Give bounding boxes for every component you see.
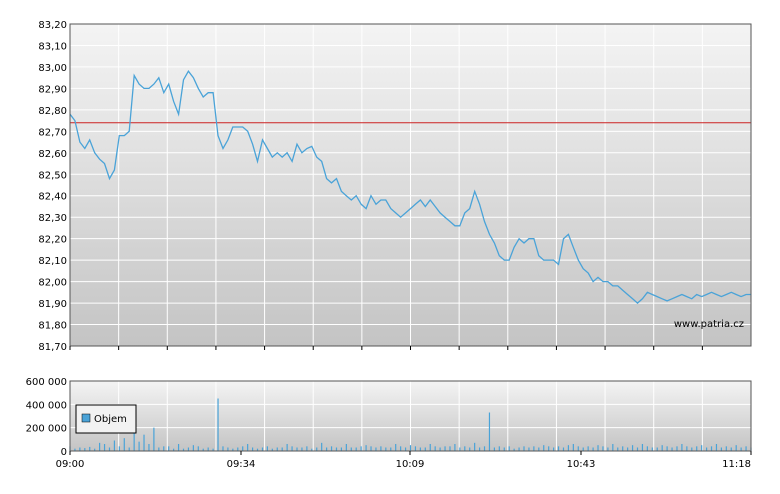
price-y-tick-label: 83,10 [38,41,67,52]
price-y-tick-label: 82,90 [38,84,67,95]
volume-legend: Objem [75,404,137,434]
volume-y-tick-label: 0 [61,447,67,458]
price-y-tick-label: 81,80 [38,321,67,332]
x-tick-label: 10:09 [396,459,425,470]
price-y-tick-label: 81,70 [38,342,67,353]
price-y-ticks: 83,20 83,10 83,00 82,90 82,80 82,70 82,60 82,50… [38,20,67,353]
volume-y-tick-label: 400 000 [26,400,67,411]
price-grid [69,23,751,347]
price-line [69,70,751,304]
watermark: www.patria.cz [674,319,744,330]
price-y-tick-label: 82,20 [38,235,67,246]
x-tick-label: 09:34 [227,459,256,470]
price-y-tick-label: 82,60 [38,149,67,160]
x-tick-label: 10:43 [567,459,596,470]
price-y-tick-label: 82,80 [38,106,67,117]
volume-y-tick-label: 200 000 [26,424,67,435]
x-tick-label: 09:00 [56,459,85,470]
volume-y-tick-label: 600 000 [26,377,67,388]
price-y-tick-label: 81,90 [38,299,67,310]
price-y-tick-label: 82,70 [38,127,67,138]
price-y-tick-label: 83,20 [38,20,67,31]
price-x-ticks [69,346,703,350]
price-y-tick-label: 82,50 [38,170,67,181]
price-y-tick-label: 82,00 [38,278,67,289]
volume-x-ticks: 09:00 09:34 10:09 10:43 11:18 [56,451,752,470]
legend-label: Objem [94,414,127,425]
price-y-tick-label: 82,30 [38,213,67,224]
volume-y-ticks: 600 000 400 000 200 000 0 [26,377,67,458]
legend-swatch [81,413,91,423]
price-y-tick-label: 83,00 [38,63,67,74]
x-tick-label: 11:18 [722,459,751,470]
price-y-tick-label: 82,40 [38,192,67,203]
price-y-tick-label: 82,10 [38,256,67,267]
